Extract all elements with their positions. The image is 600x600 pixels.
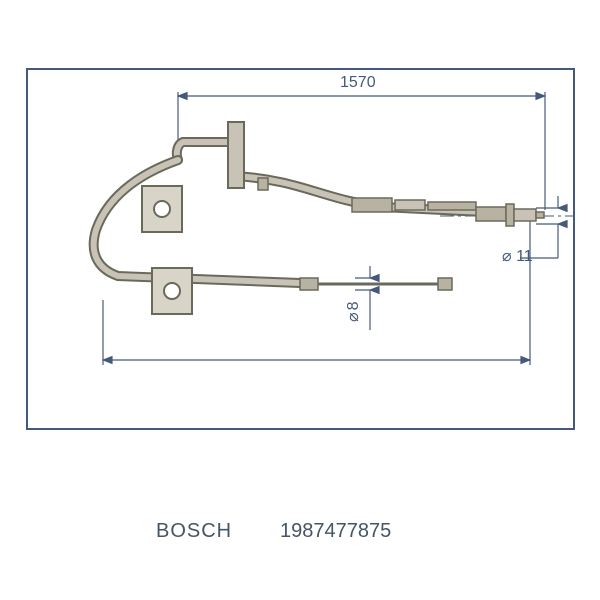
part-number: 1987477875 [280, 520, 391, 543]
mid-fitting [352, 198, 476, 212]
brand-label: BOSCH [156, 520, 232, 543]
end-fitting-right [476, 204, 544, 226]
label-diameter-8: ⌀8 [345, 301, 362, 322]
inner-cable [300, 278, 452, 290]
sleeve-vertical [228, 122, 244, 188]
cable-stop [258, 178, 268, 190]
technical-drawing: ⌀8 [0, 0, 600, 600]
label-overall-length: 1570 [340, 74, 376, 92]
label-diameter-11: ⌀ 11 [502, 246, 533, 266]
bracket-upper [142, 186, 182, 232]
bracket-lower [152, 268, 192, 314]
